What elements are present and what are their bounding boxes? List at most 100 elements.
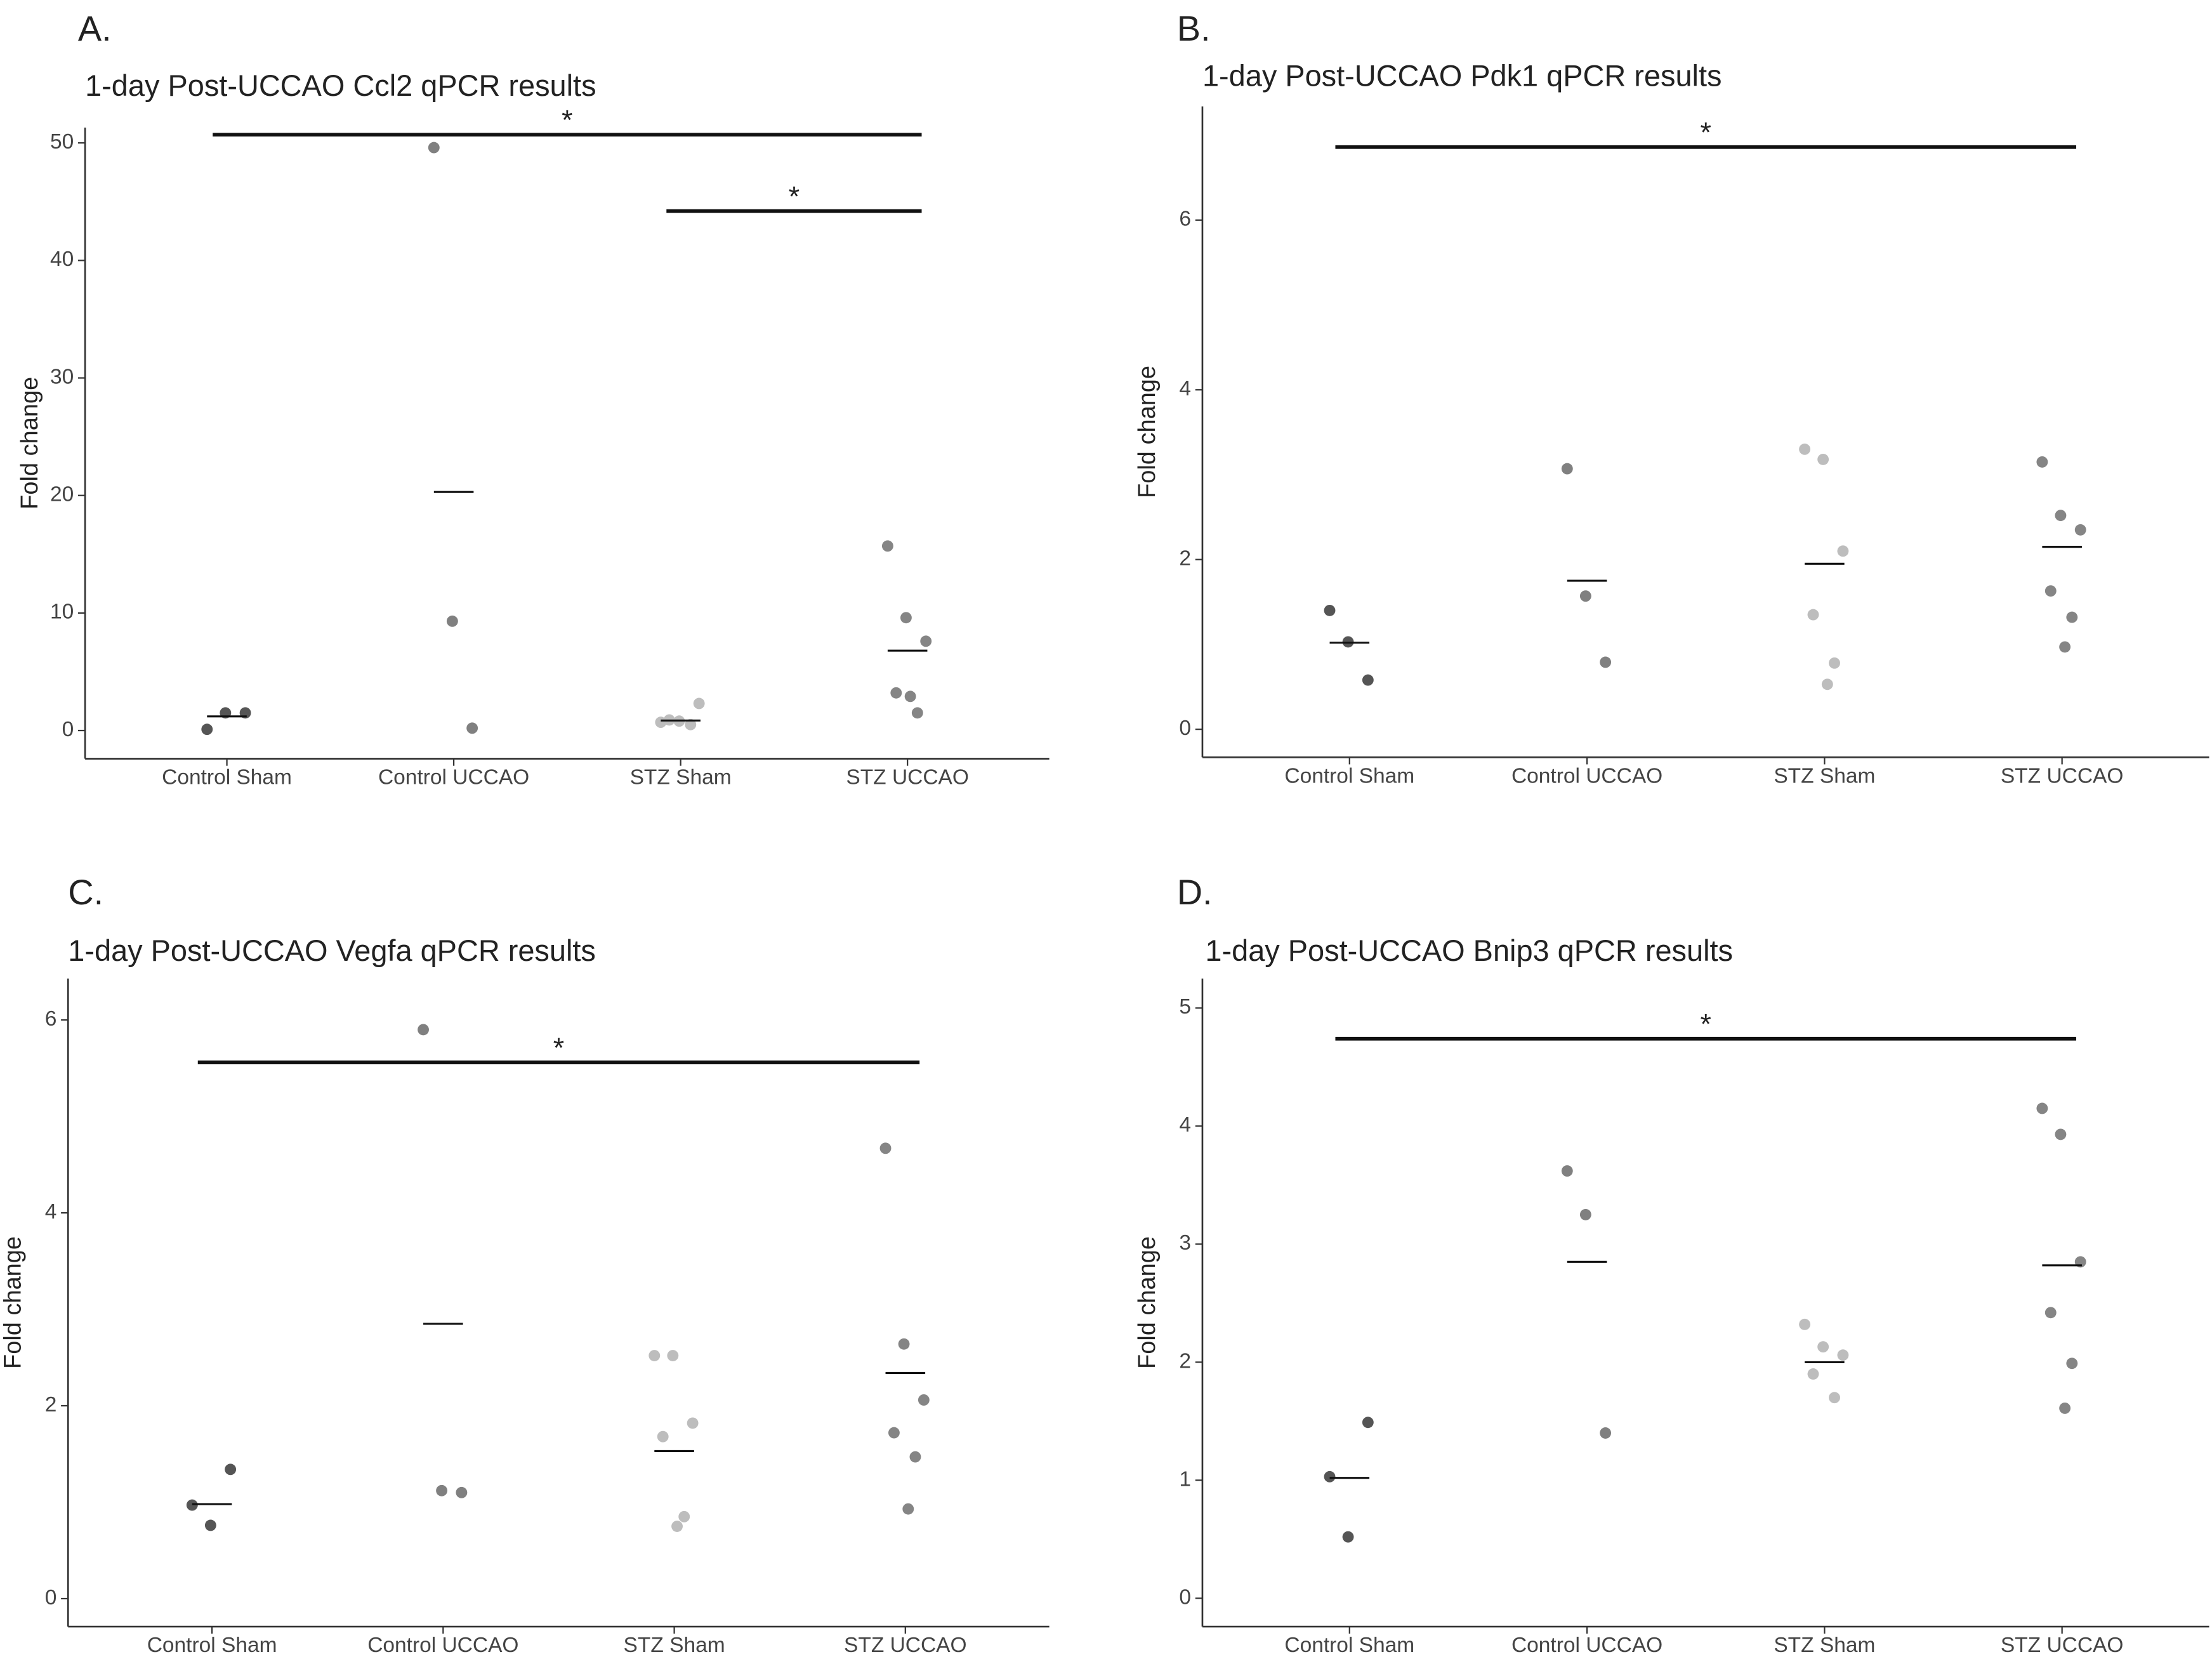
significance-label: * (1701, 117, 1711, 148)
y-tick-label: 5 (1179, 995, 1191, 1019)
data-point (678, 1510, 690, 1522)
data-point (466, 722, 478, 734)
y-tick-label: 2 (45, 1393, 57, 1417)
x-tick-label: STZ Sham (630, 766, 732, 789)
data-point (1561, 463, 1573, 475)
y-axis-label: Fold change (16, 377, 43, 510)
y-tick-label: 10 (50, 600, 74, 624)
data-point (879, 1142, 892, 1154)
y-tick-label: 2 (1179, 1349, 1191, 1373)
panel-letter: C. (68, 872, 103, 912)
data-point (1362, 674, 1374, 686)
data-point (1799, 443, 1811, 455)
significance-label: * (1701, 1008, 1711, 1040)
x-tick-label: Control Sham (147, 1634, 277, 1657)
x-tick-label: STZ Sham (1774, 1634, 1875, 1657)
data-point (1579, 1208, 1591, 1220)
data-point (2074, 524, 2086, 536)
data-point (918, 1394, 930, 1406)
data-point (657, 1430, 669, 1443)
x-tick-label: STZ UCCAO (844, 1634, 967, 1657)
significance-label: * (553, 1033, 564, 1064)
data-point (911, 707, 923, 719)
data-point (881, 540, 893, 552)
x-tick-label: STZ Sham (1774, 764, 1875, 788)
data-point (1807, 609, 1819, 621)
data-point (418, 1024, 429, 1036)
data-point (446, 615, 458, 627)
data-point (1600, 1427, 1612, 1439)
data-point (1837, 1349, 1849, 1361)
data-point (900, 612, 912, 624)
chart-title: 1-day Post-UCCAO Ccl2 qPCR results (85, 69, 596, 102)
data-point (909, 1451, 921, 1463)
chart-title: 1-day Post-UCCAO Vegfa qPCR results (68, 934, 596, 967)
data-point (920, 635, 932, 647)
data-point (655, 717, 667, 729)
y-tick-label: 0 (45, 1586, 57, 1609)
data-point (1821, 678, 1833, 690)
y-tick-label: 0 (1179, 1585, 1191, 1609)
data-point (1342, 1531, 1354, 1543)
data-point (2059, 1402, 2071, 1414)
y-tick-label: 1 (1179, 1467, 1191, 1491)
x-tick-label: STZ Sham (624, 1634, 725, 1657)
data-point (428, 142, 440, 154)
significance-label: * (562, 105, 572, 136)
y-axis-label: Fold change (1134, 366, 1161, 498)
data-point (2036, 456, 2048, 468)
data-point (204, 1519, 216, 1531)
y-tick-label: 6 (1179, 208, 1191, 231)
data-point (1817, 1341, 1829, 1353)
data-point (667, 1350, 679, 1361)
panel-letter: A. (78, 8, 112, 48)
x-tick-label: STZ UCCAO (2001, 764, 2124, 788)
panel: A. 1-day Post-UCCAO Ccl2 qPCR results Fold… (16, 8, 1050, 789)
data-point (902, 1503, 914, 1515)
data-point (687, 1417, 699, 1429)
data-point (904, 690, 916, 703)
data-point (456, 1486, 468, 1498)
panel: C. 1-day Post-UCCAO Vegfa qPCR results Fol… (0, 872, 1050, 1657)
y-tick-label: 2 (1179, 547, 1191, 571)
x-tick-label: Control Sham (162, 766, 292, 789)
y-tick-label: 30 (50, 365, 74, 388)
chart-title: 1-day Post-UCCAO Bnip3 qPCR results (1205, 934, 1733, 967)
panel-letter: B. (1177, 8, 1211, 48)
data-point (1807, 1368, 1819, 1380)
data-point (1829, 657, 1840, 669)
y-tick-label: 40 (50, 248, 74, 271)
data-point (693, 697, 705, 710)
y-axis-label: Fold change (1134, 1236, 1161, 1369)
y-tick-label: 6 (45, 1007, 57, 1031)
data-point (225, 1463, 237, 1476)
x-tick-label: STZ UCCAO (2001, 1634, 2124, 1657)
data-point (1600, 656, 1612, 668)
data-point (1579, 590, 1591, 602)
significance-label: * (789, 181, 800, 212)
data-point (2055, 1128, 2067, 1140)
panel: B. 1-day Post-UCCAO Pdk1 qPCR results Fold… (1134, 8, 2209, 788)
data-point (671, 1521, 683, 1532)
panel-letter: D. (1177, 872, 1213, 912)
x-tick-label: Control Sham (1284, 764, 1414, 788)
data-point (890, 687, 902, 699)
data-point (898, 1338, 910, 1350)
data-point (1324, 1470, 1336, 1483)
panel: D. 1-day Post-UCCAO Bnip3 qPCR results Fol… (1134, 872, 2209, 1657)
data-point (1561, 1165, 1573, 1177)
y-axis-label: Fold change (0, 1236, 26, 1369)
y-tick-label: 20 (50, 483, 74, 506)
y-tick-label: 4 (1179, 1113, 1191, 1137)
data-point (2066, 1357, 2078, 1370)
x-tick-label: STZ UCCAO (846, 766, 969, 789)
y-tick-label: 3 (1179, 1231, 1191, 1255)
x-tick-label: Control UCCAO (1511, 764, 1662, 788)
y-tick-label: 4 (45, 1200, 57, 1224)
x-tick-label: Control UCCAO (367, 1634, 518, 1657)
data-point (2059, 641, 2071, 653)
data-point (201, 723, 213, 736)
data-point (2044, 1307, 2057, 1319)
data-point (2036, 1102, 2048, 1114)
